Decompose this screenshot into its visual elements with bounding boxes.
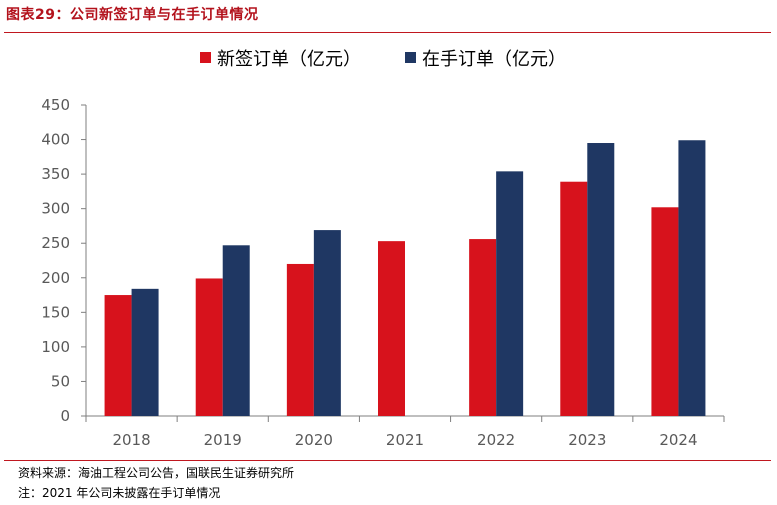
y-tick-label: 250 [41, 234, 70, 252]
footer-rule [4, 460, 771, 461]
y-tick-label: 300 [41, 200, 70, 218]
bar-new-orders [286, 263, 314, 416]
bar-backlog [313, 230, 341, 416]
bar-new-orders [560, 181, 588, 416]
bar-backlog [496, 171, 524, 416]
y-tick-label: 400 [41, 131, 70, 149]
x-tick-label: 2019 [204, 431, 242, 449]
x-tick-label: 2018 [112, 431, 150, 449]
y-tick-label: 0 [60, 407, 70, 425]
y-tick-label: 150 [41, 303, 70, 321]
bar-backlog [587, 143, 615, 416]
bar-new-orders [378, 241, 405, 416]
bar-new-orders [104, 295, 132, 416]
bar-new-orders [651, 207, 679, 416]
bar-backlog [222, 245, 250, 416]
y-tick-label: 200 [41, 269, 70, 287]
x-tick-label: 2021 [386, 431, 424, 449]
x-tick-label: 2023 [568, 431, 606, 449]
bar-new-orders [469, 239, 497, 416]
x-tick-label: 2024 [659, 431, 697, 449]
y-tick-label: 350 [41, 165, 70, 183]
bar-backlog [131, 288, 159, 416]
x-tick-label: 2020 [295, 431, 333, 449]
y-tick-label: 100 [41, 338, 70, 356]
y-tick-label: 50 [51, 372, 70, 390]
legend-label-backlog: 在手订单（亿元） [422, 49, 566, 70]
bar-backlog [678, 140, 706, 416]
bar-new-orders [195, 278, 223, 416]
y-tick-label: 450 [41, 96, 70, 114]
bar-chart: 0 50 100 150 200 250 300 350 400 450 2018 2019 2020 2… [41, 49, 725, 449]
title-rule [4, 32, 771, 33]
x-tick-label: 2022 [477, 431, 515, 449]
legend-swatch-backlog [405, 52, 416, 63]
footnote: 注：2021 年公司未披露在手订单情况 [18, 486, 221, 500]
figure-title: 图表29：公司新签订单与在手订单情况 [6, 7, 259, 23]
legend-swatch-new-orders [200, 52, 211, 63]
legend-label-new-orders: 新签订单（亿元） [217, 49, 361, 70]
source-note: 资料来源：海油工程公司公告，国联民生证券研究所 [18, 466, 295, 480]
